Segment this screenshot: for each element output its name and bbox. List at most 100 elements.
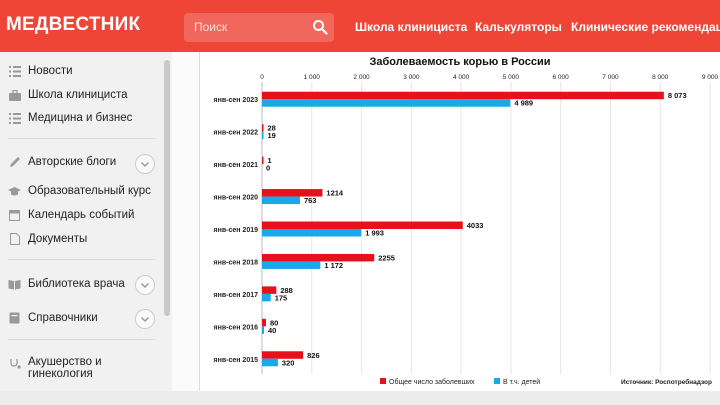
tick-label: 1 000 [304,74,321,81]
category-label: янв-сен 2015 [214,357,259,364]
sidebar-item-news[interactable]: Новости [8,65,73,77]
source-note: Источник: Роспотребнадзор [621,378,712,386]
data-label: 1 [268,156,272,165]
sidebar-item-events-calendar[interactable]: Календарь событий [8,209,134,221]
sidebar-item-medicine-business[interactable]: Медицина и бизнес [8,112,132,124]
sidebar-item-label: Справочники [28,312,98,324]
book-icon [8,278,21,290]
sidebar-divider [8,138,156,139]
bar [262,131,264,140]
sidebar-item-label: Школа клинициста [28,89,128,101]
legend-swatch [494,378,500,384]
tick-label: 4 000 [453,74,470,81]
data-label: 763 [304,196,317,205]
tick-label: 7 000 [602,74,619,81]
search-input[interactable]: Поиск [184,13,334,42]
category-label: янв-сен 2020 [214,195,259,202]
nav-calculators[interactable]: Калькуляторы [475,20,562,34]
sidebar-item-clinician-school[interactable]: Школа клинициста [8,89,128,101]
legend-entry: В т.ч. детей [503,378,540,386]
sidebar-scrollbar[interactable] [164,60,170,316]
data-label: 4 989 [514,99,533,108]
pen-icon [8,156,21,168]
briefcase-icon [8,89,21,101]
content-gutter [172,52,200,405]
expand-author-blogs-button[interactable] [135,154,155,174]
data-label: 1214 [326,189,344,198]
bar [262,253,375,262]
legend-entry: Общее число заболевших [389,378,475,386]
expand-doctor-library-button[interactable] [135,275,155,295]
sidebar-item-doctor-library[interactable]: Библиотека врача [8,278,125,290]
bar [262,196,300,205]
chart-svg: Заболеваемость корью в России 0 1 000 2 000… [214,56,719,386]
data-label: 40 [268,326,276,335]
bar [262,318,266,327]
data-label: 2255 [378,253,395,262]
bar [262,286,277,294]
tick-label: 5 000 [503,74,520,81]
data-label: 8 073 [668,91,687,100]
category-label: янв-сен 2019 [214,227,259,234]
category-label: янв-сен 2016 [214,324,259,331]
bar [262,221,463,229]
sidebar-item-label: Документы [28,233,88,245]
data-label: 175 [275,293,288,302]
sidebar-item-label: Акушерство и гинекология [28,356,102,380]
tick-label: 9 000 [702,74,719,81]
sidebar-item-label: Библиотека врача [28,278,125,290]
category-label: янв-сен 2018 [214,259,259,266]
category-label: янв-сен 2021 [214,162,259,169]
bar [262,358,278,367]
sidebar-item-education-course[interactable]: Образовательный курс [8,185,151,197]
sidebar-item-obstetrics[interactable]: Акушерство и гинекология [8,356,138,380]
bar [262,326,264,334]
chevron-down-icon [141,317,149,322]
data-label: 28 [268,124,276,133]
data-label: 826 [307,351,320,360]
expand-handbooks-button[interactable] [135,309,155,329]
bar [262,156,264,165]
sidebar-item-author-blogs[interactable]: Авторские блоги [8,156,116,168]
sidebar: Новости Школа клинициста Медицина и бизн… [0,52,172,405]
tick-label: 8 000 [652,74,669,81]
sidebar-divider [8,259,156,260]
bar [262,99,511,107]
document-icon [8,233,21,245]
content-divider [199,52,200,405]
calendar-icon [8,209,21,221]
sidebar-item-documents[interactable]: Документы [8,233,87,245]
list-icon [8,65,21,77]
sidebar-item-label: Образовательный курс [28,185,151,197]
data-label: 1 993 [365,229,384,238]
sidebar-item-label: Медицина и бизнес [28,112,133,124]
data-label: 0 [266,164,270,173]
tick-label: 3 000 [403,74,420,81]
legend-swatch [380,378,386,384]
bar [262,91,664,100]
bar [262,261,321,269]
tick-label: 6 000 [553,74,570,81]
list-icon [8,112,21,124]
data-label: 4033 [467,221,484,230]
data-label: 288 [280,286,293,295]
sidebar-item-label: Авторские блоги [28,156,117,168]
data-label: 80 [270,318,278,327]
nav-clinician-school[interactable]: Школа клинициста [355,20,468,34]
category-label: янв-сен 2023 [214,97,259,104]
chart-title: Заболеваемость корью в России [369,56,550,68]
sidebar-item-handbooks[interactable]: Справочники [8,312,98,324]
category-label: янв-сен 2022 [214,130,259,137]
search-icon[interactable] [312,19,328,35]
tick-label: 0 [260,74,264,81]
tick-label: 2 000 [353,74,370,81]
handbook-icon [8,312,21,324]
bar [262,293,271,302]
header-bar: МЕДВЕСТНИК Поиск Школа клинициста Кальку… [0,0,720,52]
site-logo[interactable]: МЕДВЕСТНИК [6,14,141,35]
data-label: 320 [282,358,295,367]
sidebar-item-label: Календарь событий [28,209,135,221]
measles-chart: Заболеваемость корью в России 0 1 000 2 000… [200,52,720,391]
nav-clinical-guidelines[interactable]: Клинические рекомендации [571,20,720,34]
chevron-down-icon [141,283,149,288]
